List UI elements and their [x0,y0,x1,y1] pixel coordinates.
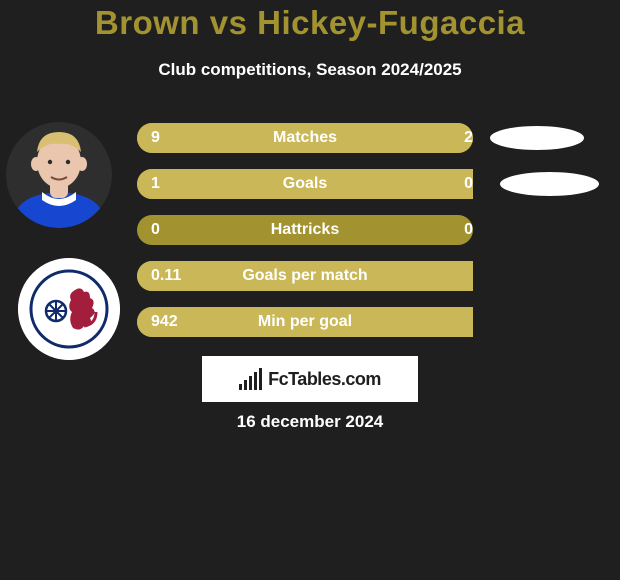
value-left: 9 [151,123,160,153]
subtitle: Club competitions, Season 2024/2025 [0,60,620,80]
logo-bars-icon [239,368,262,390]
value-left: 0 [151,215,160,245]
value-right: 0 [443,215,473,245]
player1-avatar-svg [6,122,112,228]
metric-row-gpm: 0.11 Goals per match [137,261,613,291]
value-right: 2 [443,123,473,153]
logo-suffix: .com [341,369,381,389]
value-left: 1 [151,169,160,199]
date-label: 16 december 2024 [0,412,620,432]
bar-seg-left [137,261,473,291]
metric-row-goals: 1 0 Goals [137,169,613,199]
page-title: Brown vs Hickey-Fugaccia [0,4,620,42]
metric-row-hattricks: 0 0 Hattricks [137,215,613,245]
fctables-logo: FcTables.com [202,356,418,402]
advantage-pill [490,126,584,150]
value-right: 0 [443,169,473,199]
player2-crest [18,258,120,360]
bar-seg-left [137,169,473,199]
comparison-infographic: Brown vs Hickey-Fugaccia Club competitio… [0,0,620,580]
metric-row-mpg: 942 Min per goal [137,307,613,337]
bar-track [137,215,473,245]
metric-row-matches: 9 2 Matches [137,123,613,153]
advantage-pill [500,172,599,196]
logo-text: FcTables.com [268,369,381,390]
logo-brand: FcTables [268,369,341,389]
value-left: 0.11 [151,261,181,291]
metrics-bars: 9 2 Matches 1 0 Goals 0 0 Hattricks 0.11… [137,123,613,353]
bar-seg-left [137,123,402,153]
bar-seg-left [137,307,473,337]
value-left: 942 [151,307,178,337]
player2-crest-svg [18,258,120,360]
player1-avatar [6,122,112,228]
